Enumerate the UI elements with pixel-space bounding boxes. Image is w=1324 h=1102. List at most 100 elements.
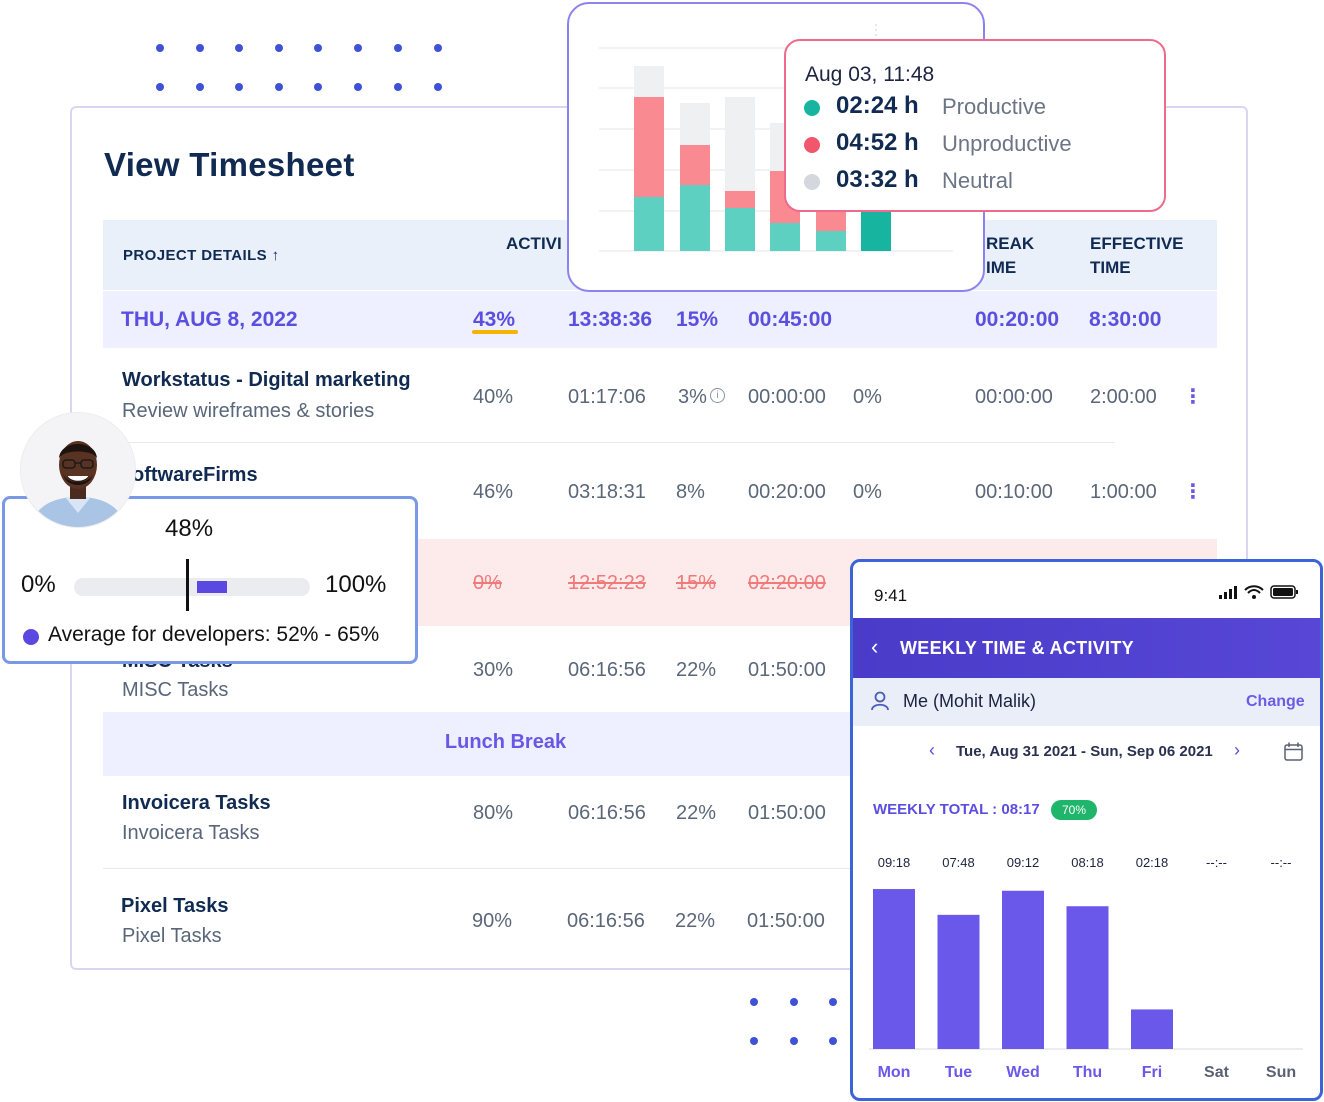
row-title: Workstatus - Digital marketing <box>122 369 411 391</box>
day-label: Thu <box>1073 1064 1102 1081</box>
app-header: ‹ WEEKLY TIME & ACTIVITY <box>853 618 1320 678</box>
column-header-effective-line2: TIME <box>1090 258 1131 277</box>
row-activity: 40% <box>473 386 514 408</box>
row-pct: 22% <box>675 910 716 932</box>
bar-thu[interactable] <box>1066 906 1109 1049</box>
bar-value-label: --:-- <box>1206 855 1227 870</box>
row-idle: 01:50:00 <box>748 659 826 681</box>
day-pct: 15% <box>676 308 719 331</box>
day-date: THU, AUG 8, 2022 <box>121 308 298 331</box>
day-summary-row: THU, AUG 8, 2022 43% 13:38:36 15% 00:45:… <box>103 291 1217 348</box>
row-pct: 22% <box>676 659 717 681</box>
row-effective: 2:00:00 <box>1090 386 1157 408</box>
day-label: Fri <box>1142 1064 1162 1081</box>
row-idle: 01:50:00 <box>747 910 825 932</box>
prev-week-chevron-icon[interactable]: ‹ <box>929 740 935 760</box>
weekly-total-label: WEEKLY TOTAL : 08:17 <box>873 801 1040 818</box>
stack-bar-2[interactable] <box>680 103 710 251</box>
row-pct: 22% <box>676 802 717 824</box>
calendar-icon[interactable] <box>1284 742 1303 761</box>
lunch-break-row: Lunch Break <box>103 712 863 776</box>
row-effective: 1:00:00 <box>1090 481 1157 503</box>
user-selector[interactable]: Me (Mohit Malik) Change <box>853 678 1320 726</box>
tooltip-label: Unproductive <box>942 131 1072 156</box>
row-break: 00:10:00 <box>975 481 1053 503</box>
neutral-dot-icon <box>804 174 820 190</box>
row-menu-icon[interactable]: ⋮ <box>1183 386 1203 408</box>
activity-tooltip: Aug 03, 11:48 02:24 h Productive 04:52 h… <box>784 39 1166 212</box>
bar-value-label: 08:18 <box>1071 855 1104 870</box>
row-subtitle: Review wireframes & stories <box>122 400 375 422</box>
battery-icon <box>1270 585 1298 599</box>
row-title: Pixel Tasks <box>121 895 229 917</box>
stack-bar-1[interactable] <box>634 66 664 251</box>
row-subtitle: Pixel Tasks <box>122 925 222 947</box>
next-week-chevron-icon[interactable]: › <box>1234 740 1240 760</box>
day-break: 00:20:00 <box>975 308 1060 331</box>
row-activity: 80% <box>473 802 514 824</box>
tooltip-value: 02:24 h <box>836 92 919 119</box>
info-icon[interactable]: i <box>710 388 725 403</box>
gauge-legend: Average for developers: 52% - 65% <box>48 623 380 646</box>
column-header-activity[interactable]: ACTIVI <box>506 234 562 253</box>
row-idle: 00:20:00 <box>748 481 826 503</box>
row-time: 01:17:06 <box>568 386 646 408</box>
day-label: Sun <box>1266 1064 1296 1081</box>
gauge-max-label: 100% <box>325 571 387 598</box>
row-time: 06:16:56 <box>568 659 646 681</box>
row-idle-pct: 0% <box>853 481 882 503</box>
row-subtitle: MISC Tasks <box>122 679 229 701</box>
row-activity: 46% <box>473 481 514 503</box>
column-header-effective[interactable]: EFFECTIVE TIME <box>1090 232 1184 280</box>
bar-wed[interactable] <box>1002 890 1044 1049</box>
row-idle-pct: 0% <box>853 386 882 408</box>
screen-title: WEEKLY TIME & ACTIVITY <box>900 638 1134 658</box>
user-label: Me (Mohit Malik) <box>903 691 1037 711</box>
day-label: Tue <box>945 1064 972 1081</box>
bar-value-label: 09:12 <box>1007 855 1040 870</box>
row-time: 03:18:31 <box>568 481 646 503</box>
row-time: 06:16:56 <box>568 802 646 824</box>
weekly-bar-chart: 09:18 Mon 07:48 Tue 09:12 Wed 08:18 Thu 02:18 Fri… <box>869 855 1303 1081</box>
day-effective: 8:30:00 <box>1089 308 1162 331</box>
stack-bar-6[interactable] <box>861 209 891 251</box>
row-pct: 3% <box>678 386 707 408</box>
bar-fri[interactable] <box>1131 1009 1173 1049</box>
row-time: 06:16:56 <box>567 910 645 932</box>
stack-bar-3[interactable] <box>725 97 755 251</box>
bar-value-label: 02:18 <box>1136 855 1169 870</box>
lunch-break-label: Lunch Break <box>444 731 567 753</box>
row-idle: 00:00:00 <box>748 386 826 408</box>
date-range: Tue, Aug 31 2021 - Sun, Sep 06 2021 <box>956 743 1213 760</box>
column-header-break-line2: IME <box>986 258 1017 277</box>
column-header-break-line1: REAK <box>986 234 1035 253</box>
row-title: oftwareFirms <box>132 464 258 486</box>
avatar <box>21 413 135 527</box>
back-chevron-icon[interactable]: ‹ <box>871 634 879 659</box>
tooltip-label: Productive <box>942 94 1046 119</box>
row-pct: 15% <box>676 572 717 594</box>
row-title: Invoicera Tasks <box>122 792 271 814</box>
tooltip-value: 04:52 h <box>836 129 919 156</box>
tooltip-timestamp: Aug 03, 11:48 <box>805 63 935 86</box>
column-header-effective-line1: EFFECTIVE <box>1090 234 1184 253</box>
status-time: 9:41 <box>874 586 908 605</box>
bar-mon[interactable] <box>873 889 915 1049</box>
column-header-break[interactable]: REAK IME <box>986 232 1034 280</box>
row-subtitle: Invoicera Tasks <box>122 822 260 844</box>
bar-tue[interactable] <box>937 914 980 1049</box>
column-header-project[interactable]: PROJECT DETAILS ↑ <box>123 247 280 264</box>
gauge-marker <box>185 559 189 611</box>
row-menu-icon[interactable]: ⋮ <box>1183 481 1203 503</box>
row-divider <box>103 442 1115 443</box>
mobile-app-screen: 9:41 ‹ WEEKLY TIME & ACTIVITY Me (Mohit … <box>850 559 1323 1101</box>
row-idle: 01:50:00 <box>748 802 826 824</box>
row-break: 00:00:00 <box>975 386 1053 408</box>
row-activity: 30% <box>473 659 514 681</box>
change-user-link[interactable]: Change <box>1246 693 1305 710</box>
unproductive-dot-icon <box>804 137 820 153</box>
signal-icon <box>1219 586 1237 599</box>
gauge-min-label: 0% <box>21 571 56 598</box>
bar-value-label: 07:48 <box>942 855 975 870</box>
user-icon <box>871 691 889 711</box>
